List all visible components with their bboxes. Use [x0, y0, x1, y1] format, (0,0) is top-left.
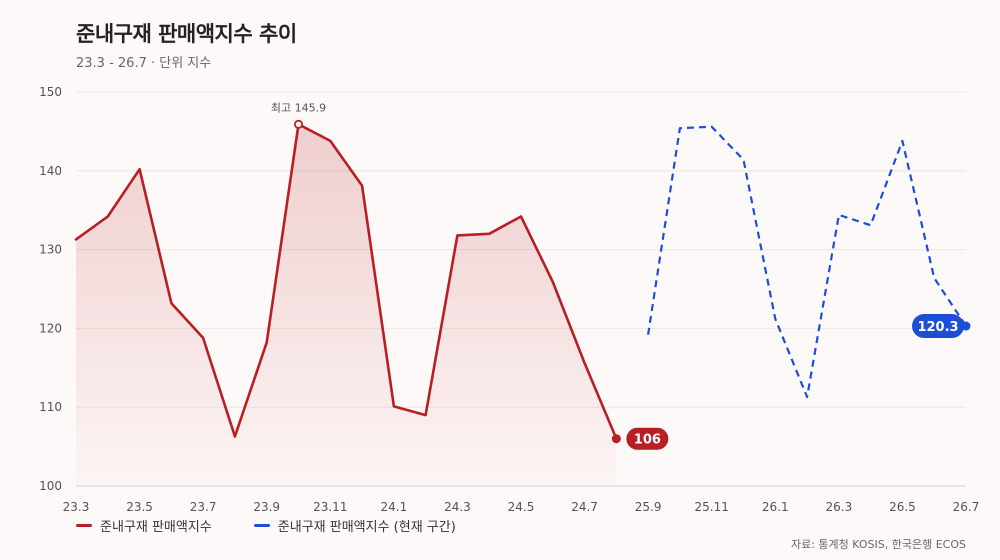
- max-point-label: 최고 145.9: [271, 101, 326, 114]
- x-tick-label: 26.1: [762, 500, 789, 514]
- x-tick-label: 23.9: [253, 500, 280, 514]
- chart-title: 준내구재 판매액지수 추이: [76, 22, 297, 46]
- series1-area: [76, 124, 617, 487]
- annotations: 최고 145.9 106 120.3: [271, 101, 971, 450]
- legend-item-series2: 준내구재 판매액지수 (현재 구간): [253, 516, 456, 535]
- y-axis: 100 110 120 130 140 150: [39, 85, 62, 493]
- x-tick-label: 23.11: [313, 500, 347, 514]
- x-tick-label: 24.3: [444, 500, 471, 514]
- legend-label-series2: 준내구재 판매액지수 (현재 구간): [277, 520, 456, 535]
- legend-swatch-series1: [76, 524, 92, 527]
- series1-end-label: 106: [634, 433, 661, 448]
- y-tick-label: 110: [39, 400, 62, 414]
- x-tick-label: 23.3: [63, 500, 90, 514]
- y-tick-label: 100: [39, 479, 62, 493]
- series2-end-badge: [912, 314, 964, 339]
- x-tick-label: 25.11: [695, 500, 729, 514]
- legend-label-series1: 준내구재 판매액지수: [100, 520, 212, 535]
- series2-line: [647, 125, 967, 399]
- x-tick-label: 24.1: [380, 500, 407, 514]
- y-tick-label: 150: [39, 85, 62, 99]
- x-tick-label: 26.3: [825, 500, 852, 514]
- y-tick-label: 120: [39, 321, 62, 335]
- x-tick-label: 23.7: [190, 500, 217, 514]
- x-tick-label: 24.5: [508, 500, 535, 514]
- x-axis: 23.3 23.5 23.7 23.9 23.11 24.1 24.3 24.5 24.7 25.…: [63, 500, 980, 514]
- legend-swatch-series2: [253, 524, 270, 527]
- x-tick-label: 24.7: [571, 500, 598, 514]
- source-note: 자료: 통계청 KOSIS, 한국은행 ECOS: [790, 538, 966, 551]
- series2-end-marker: [961, 321, 971, 331]
- chart-subtitle: 23.3 - 26.7 · 단위 지수: [76, 56, 212, 71]
- y-tick-label: 140: [39, 164, 62, 178]
- x-tick-label: 26.7: [953, 500, 980, 514]
- series: [74, 123, 967, 487]
- x-tick-label: 23.5: [126, 500, 153, 514]
- series2-end-label: 120.3: [917, 320, 958, 335]
- y-tick-label: 130: [39, 243, 62, 257]
- max-point-marker: [293, 119, 303, 129]
- x-tick-label: 26.5: [889, 500, 916, 514]
- series1-end-badge: [626, 427, 669, 450]
- series1-end-marker: [611, 434, 621, 444]
- series1-line: [74, 123, 618, 441]
- legend: 준내구재 판매액지수 준내구재 판매액지수 (현재 구간): [76, 516, 456, 535]
- x-tick-label: 25.9: [635, 500, 662, 514]
- legend-item-series1: 준내구재 판매액지수: [76, 516, 212, 535]
